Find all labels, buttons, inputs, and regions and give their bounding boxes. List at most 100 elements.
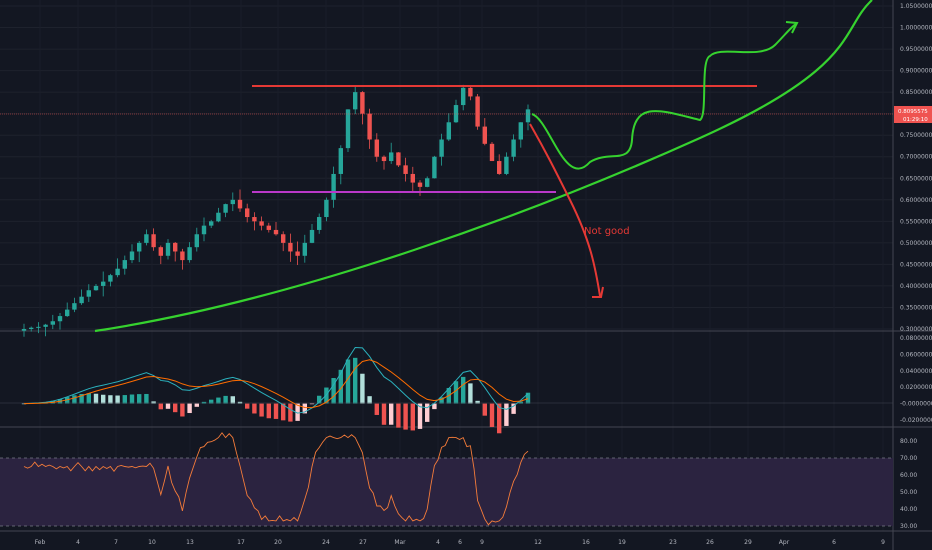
macd-histogram-bar bbox=[194, 403, 199, 407]
candle-body bbox=[511, 139, 516, 157]
rsi-axis[interactable]: 80.00 70.00 60.00 50.00 40.00 30.00 bbox=[900, 438, 917, 530]
macd-histogram-bar bbox=[259, 403, 264, 417]
candle-body bbox=[381, 156, 387, 162]
macd-histogram-bar bbox=[432, 403, 437, 410]
candle-body bbox=[317, 217, 322, 230]
macd-histogram-bar bbox=[237, 401, 243, 404]
macd-histogram-bar bbox=[245, 403, 250, 409]
time-tick-label: 6 bbox=[832, 539, 836, 546]
time-tick-label: 6 bbox=[458, 539, 462, 546]
bullish-projection-path[interactable] bbox=[531, 23, 797, 170]
candle-body bbox=[187, 247, 192, 261]
candle-body bbox=[345, 109, 351, 149]
candle-body bbox=[230, 199, 235, 205]
candle-body bbox=[144, 234, 149, 243]
macd-histogram-bar bbox=[482, 403, 487, 416]
candle-body bbox=[72, 303, 77, 310]
macd-histogram-bar bbox=[65, 397, 70, 404]
candle-body bbox=[367, 113, 372, 140]
macd-histogram-bar bbox=[266, 403, 271, 419]
macd-histogram-bar bbox=[410, 403, 415, 431]
macd-histogram-bar bbox=[525, 392, 531, 404]
candle-body bbox=[518, 122, 523, 140]
time-axis[interactable]: Feb 4 7 10 13 17 20 24 27 Mar 4 6 9 12 16 19 23 26 29 Apr 6 9 bbox=[35, 539, 885, 546]
bearish-projection-path[interactable] bbox=[529, 123, 601, 297]
macd-tick-label: 0.02000000 bbox=[900, 384, 932, 391]
macd-histogram-bar bbox=[453, 381, 459, 404]
candle-body bbox=[201, 225, 207, 235]
macd-histogram-bar bbox=[101, 394, 106, 404]
time-tick-label: 13 bbox=[186, 539, 194, 546]
rsi-tick-label: 60.00 bbox=[900, 472, 917, 479]
candle-body bbox=[475, 96, 480, 127]
time-tick-label: 26 bbox=[706, 539, 714, 546]
candlestick-series[interactable] bbox=[21, 84, 531, 337]
candle-body bbox=[489, 143, 495, 162]
candle-body bbox=[302, 242, 307, 256]
candle-body bbox=[432, 156, 437, 179]
candle-body bbox=[29, 327, 34, 329]
candle-body bbox=[338, 148, 343, 174]
macd-histogram-bar bbox=[281, 403, 286, 421]
time-tick-label: Apr bbox=[779, 539, 790, 546]
candle-body bbox=[173, 242, 178, 252]
macd-histogram-bar bbox=[122, 395, 127, 404]
macd-histogram-bar bbox=[338, 369, 343, 404]
candle-body bbox=[504, 156, 509, 174]
candle-body bbox=[209, 221, 214, 226]
candle-body bbox=[86, 290, 91, 297]
uptrend-curve[interactable] bbox=[94, 0, 873, 333]
macd-histogram-bar bbox=[137, 394, 142, 404]
macd-histogram-bar bbox=[187, 403, 192, 414]
macd-histogram-bar bbox=[381, 403, 387, 425]
macd-histogram-bar bbox=[223, 395, 228, 404]
bearish-arrow-head bbox=[592, 286, 604, 298]
candle-body bbox=[374, 139, 379, 157]
macd-histogram-bar bbox=[353, 357, 358, 404]
not-good-annotation: Not good bbox=[584, 226, 630, 237]
candle-body bbox=[295, 251, 300, 256]
candle-body bbox=[36, 326, 41, 328]
macd-histogram-bar bbox=[331, 378, 336, 404]
macd-histogram-bar bbox=[367, 396, 372, 404]
macd-histogram-bar bbox=[180, 403, 185, 417]
time-tick-label: Feb bbox=[35, 539, 46, 546]
macd-histogram-bar bbox=[165, 403, 171, 409]
candle-body bbox=[57, 316, 63, 322]
candle-body bbox=[353, 92, 358, 110]
candle-body bbox=[50, 321, 55, 325]
macd-histogram-bar bbox=[108, 395, 113, 404]
macd-histogram-bar bbox=[403, 403, 408, 430]
macd-histogram-bar bbox=[86, 393, 91, 404]
macd-histogram-bar bbox=[317, 395, 322, 404]
candle-body bbox=[273, 229, 279, 235]
candle-body bbox=[79, 296, 84, 304]
candle-body bbox=[180, 251, 185, 261]
macd-histogram-bar bbox=[497, 403, 502, 434]
candle-body bbox=[309, 229, 315, 243]
macd-histogram-bar bbox=[216, 397, 221, 404]
candle-body bbox=[137, 242, 142, 252]
time-tick-label: 16 bbox=[582, 539, 590, 546]
candle-body bbox=[101, 281, 106, 286]
candle-body bbox=[259, 221, 264, 226]
macd-histogram-bar bbox=[209, 399, 214, 404]
candle-body bbox=[403, 165, 408, 174]
macd-histogram-bar bbox=[144, 393, 149, 404]
macd-histogram-bar bbox=[461, 376, 466, 404]
grid-lines bbox=[0, 5, 893, 330]
candle-body bbox=[288, 242, 293, 252]
